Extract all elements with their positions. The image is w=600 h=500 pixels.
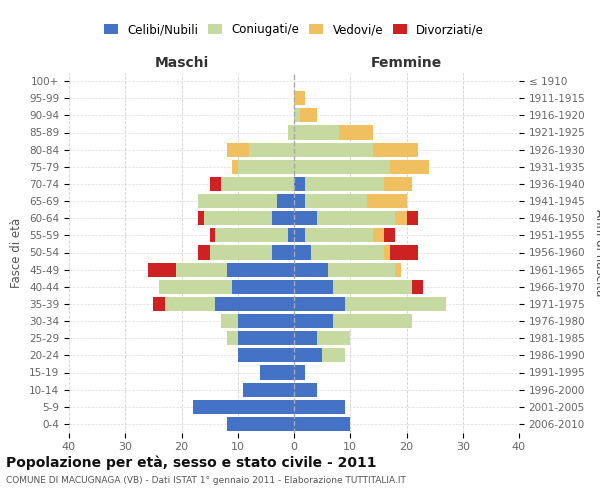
Bar (389, 160, 429, 174)
Bar (232, 280, 294, 294)
Text: Popolazione per età, sesso e stato civile - 2011: Popolazione per età, sesso e stato civil… (6, 455, 377, 469)
Y-axis label: Fasce di età: Fasce di età (10, 218, 23, 288)
Bar (373, 142, 418, 156)
Bar (215, 297, 294, 311)
Bar (221, 314, 238, 328)
Bar (334, 280, 412, 294)
Bar (227, 331, 238, 345)
Bar (199, 211, 204, 225)
Bar (215, 228, 289, 242)
Bar (294, 366, 305, 380)
Bar (204, 211, 271, 225)
Bar (407, 211, 418, 225)
Bar (334, 314, 412, 328)
Bar (294, 177, 305, 191)
Bar (227, 262, 294, 276)
Bar (305, 177, 384, 191)
Bar (294, 297, 344, 311)
Bar (322, 348, 344, 362)
Bar (176, 262, 227, 276)
Bar (232, 160, 238, 174)
Bar (384, 177, 412, 191)
Bar (221, 177, 294, 191)
Y-axis label: Anni di nascita: Anni di nascita (593, 209, 600, 296)
Bar (294, 246, 311, 260)
Bar (299, 108, 317, 122)
Bar (277, 194, 294, 208)
Bar (395, 211, 407, 225)
Bar (294, 91, 305, 105)
Legend: Celibi/Nubili, Coniugati/e, Vedovi/e, Divorziati/e: Celibi/Nubili, Coniugati/e, Vedovi/e, Di… (101, 21, 487, 38)
Bar (227, 142, 249, 156)
Bar (294, 126, 339, 140)
Bar (389, 246, 418, 260)
Bar (317, 211, 395, 225)
Bar (294, 108, 299, 122)
Bar (339, 126, 373, 140)
Bar (199, 194, 277, 208)
Bar (294, 331, 317, 345)
Bar (209, 228, 215, 242)
Bar (164, 297, 215, 311)
Bar (328, 262, 395, 276)
Bar (412, 280, 424, 294)
Bar (384, 228, 395, 242)
Bar (294, 142, 373, 156)
Bar (294, 382, 317, 396)
Bar (384, 246, 389, 260)
Bar (238, 331, 294, 345)
Bar (289, 126, 294, 140)
Bar (271, 211, 294, 225)
Bar (294, 280, 334, 294)
Bar (294, 314, 334, 328)
Bar (294, 160, 389, 174)
Bar (249, 142, 294, 156)
Bar (238, 160, 294, 174)
Bar (294, 417, 350, 431)
Text: COMUNE DI MACUGNAGA (VB) - Dati ISTAT 1° gennaio 2011 - Elaborazione TUTTITALIA.: COMUNE DI MACUGNAGA (VB) - Dati ISTAT 1°… (6, 476, 406, 485)
Bar (373, 228, 384, 242)
Bar (305, 228, 373, 242)
Bar (305, 194, 367, 208)
Bar (238, 314, 294, 328)
Bar (238, 348, 294, 362)
Bar (294, 211, 317, 225)
Bar (294, 262, 328, 276)
Bar (294, 348, 322, 362)
Bar (199, 246, 209, 260)
Bar (244, 382, 294, 396)
Bar (193, 400, 294, 414)
Bar (209, 177, 221, 191)
Bar (317, 331, 350, 345)
Bar (294, 400, 344, 414)
Bar (367, 194, 407, 208)
Text: Femmine: Femmine (371, 56, 442, 70)
Bar (271, 246, 294, 260)
Bar (294, 228, 305, 242)
Bar (289, 228, 294, 242)
Text: Maschi: Maschi (154, 56, 209, 70)
Bar (311, 246, 384, 260)
Bar (227, 417, 294, 431)
Bar (395, 262, 401, 276)
Bar (148, 262, 176, 276)
Bar (344, 297, 446, 311)
Bar (159, 280, 232, 294)
Bar (260, 366, 294, 380)
Bar (209, 246, 271, 260)
Bar (154, 297, 164, 311)
Bar (294, 194, 305, 208)
